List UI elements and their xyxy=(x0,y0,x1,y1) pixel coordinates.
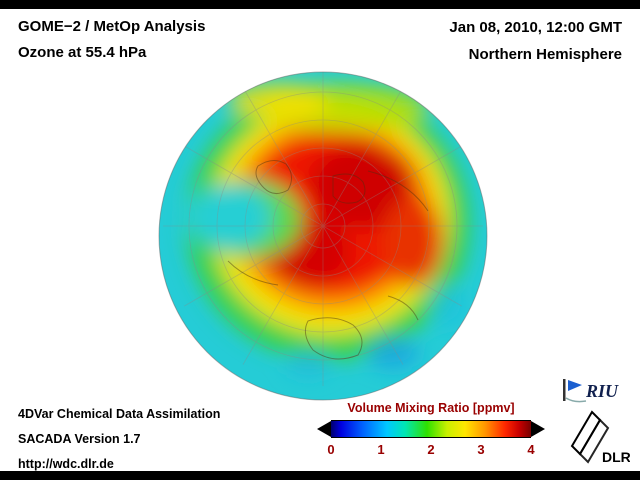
header-left: GOME−2 / MetOp Analysis Ozone at 55.4 hP… xyxy=(18,14,205,66)
colorbar-tick-labels: 0 1 2 3 4 xyxy=(327,442,535,458)
globe-visualization xyxy=(158,71,488,401)
tick-label-4: 4 xyxy=(527,442,535,457)
dlr-logo: DLR xyxy=(568,408,631,466)
top-border-bar xyxy=(0,0,640,9)
dlr-logo-text: DLR xyxy=(602,449,630,465)
globe-rim xyxy=(158,71,488,401)
ozone-field-blobs xyxy=(186,83,470,375)
analysis-title: GOME−2 / MetOp Analysis xyxy=(18,18,206,35)
colorbar xyxy=(317,420,545,438)
riu-logo-wave xyxy=(565,397,587,403)
tick-label-1: 1 xyxy=(377,442,385,457)
assimilation-label: 4DVar Chemical Data Assimilation xyxy=(18,407,221,421)
tick-label-3: 3 xyxy=(477,442,485,457)
hemisphere-label: Northern Hemisphere xyxy=(468,46,622,63)
graticule-grid xyxy=(163,72,483,386)
analysis-datetime: Jan 08, 2010, 12:00 GMT xyxy=(449,19,622,36)
dlr-wing-icon-2 xyxy=(578,418,610,464)
tick-label-2: 2 xyxy=(427,442,435,457)
riu-logo: RIU xyxy=(560,376,628,404)
tick-label-0: 0 xyxy=(327,442,335,457)
dlr-logo-graphic: DLR xyxy=(570,410,631,465)
colorbar-title: Volume Mixing Ratio [ppmv] xyxy=(347,401,515,415)
bottom-border-bar xyxy=(0,471,640,480)
riu-logo-graphic: RIU xyxy=(563,379,619,403)
colorbar-left-arrow-icon xyxy=(317,421,331,437)
colorbar-gradient xyxy=(331,420,531,438)
riu-logo-text: RIU xyxy=(585,381,619,401)
riu-logo-bar xyxy=(563,379,566,401)
ozone-globe-map xyxy=(158,71,488,401)
riu-logo-flag-icon xyxy=(568,380,582,391)
colorbar-right-arrow-icon xyxy=(531,421,545,437)
coastline-overlay xyxy=(227,160,429,360)
website-url: http://wdc.dlr.de xyxy=(18,457,114,471)
version-label: SACADA Version 1.7 xyxy=(18,432,141,446)
footer-credits: 4DVar Chemical Data Assimilation SACADA … xyxy=(18,402,220,477)
analysis-level: Ozone at 55.4 hPa xyxy=(18,44,147,61)
header-right: Jan 08, 2010, 12:00 GMT Northern Hemisph… xyxy=(449,14,622,68)
